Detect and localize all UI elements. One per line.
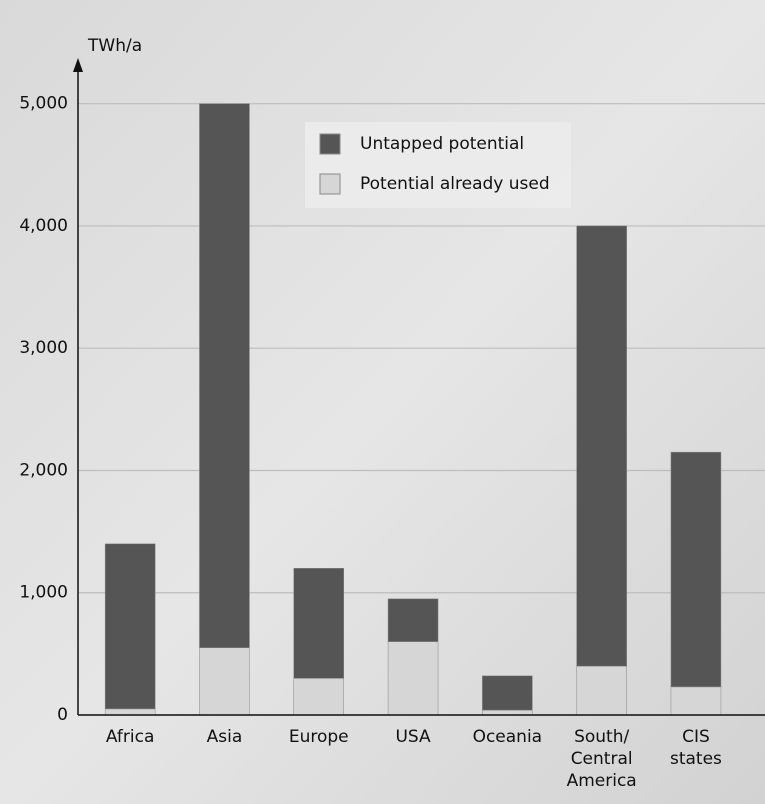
bar-segment [104, 708, 156, 716]
legend-swatch [319, 173, 341, 195]
bar-segment [293, 568, 344, 679]
x-tick-label: USA [395, 727, 431, 747]
x-tick-label-line: USA [395, 727, 431, 747]
bar-segment [670, 686, 722, 716]
bar-segment [670, 451, 722, 688]
x-tick-label-line: states [670, 749, 722, 769]
y-tick-label: 5,000 [19, 94, 68, 114]
bar-segment [387, 598, 439, 642]
bar-segment [199, 103, 250, 649]
x-tick-label-line: Central [571, 749, 633, 769]
bar-segment [576, 225, 627, 667]
y-tick-label: 3,000 [19, 338, 68, 358]
legend-label: Untapped potential [360, 134, 524, 154]
x-tick-label-line: Asia [207, 727, 243, 747]
x-tick-label-line: Oceania [473, 727, 543, 747]
x-tick-label: Oceania [473, 727, 543, 747]
x-tick-label-line: America [567, 771, 637, 791]
x-tick-label: CIS states [670, 727, 722, 769]
y-tick-label: 4,000 [19, 216, 68, 236]
x-tick-label-line: CIS [682, 727, 710, 747]
legend-box [305, 122, 571, 208]
bar-segment [482, 675, 533, 711]
bar-segment [387, 641, 439, 716]
x-tick-label: Africa [106, 727, 155, 747]
x-tick-label: Europe [289, 727, 349, 747]
x-tick-label-line: Europe [289, 727, 349, 747]
x-tick-label: Asia [207, 727, 243, 747]
x-tick-label: South/Central America [567, 727, 637, 791]
y-tick-label: 2,000 [19, 460, 68, 480]
legend-label: Potential already used [360, 174, 550, 194]
bar-segment [576, 665, 627, 716]
y-axis-arrow [73, 58, 83, 72]
bar-segment [199, 647, 250, 716]
x-tick-label-line: South/ [574, 727, 629, 747]
x-tick-label-line: Africa [106, 727, 155, 747]
y-axis-label: TWh/a [87, 36, 142, 56]
bar-segment [293, 678, 344, 716]
legend-swatch [319, 133, 341, 155]
y-tick-label: 0 [57, 705, 68, 725]
y-tick-label: 1,000 [19, 583, 68, 603]
bar-segment [104, 543, 156, 710]
